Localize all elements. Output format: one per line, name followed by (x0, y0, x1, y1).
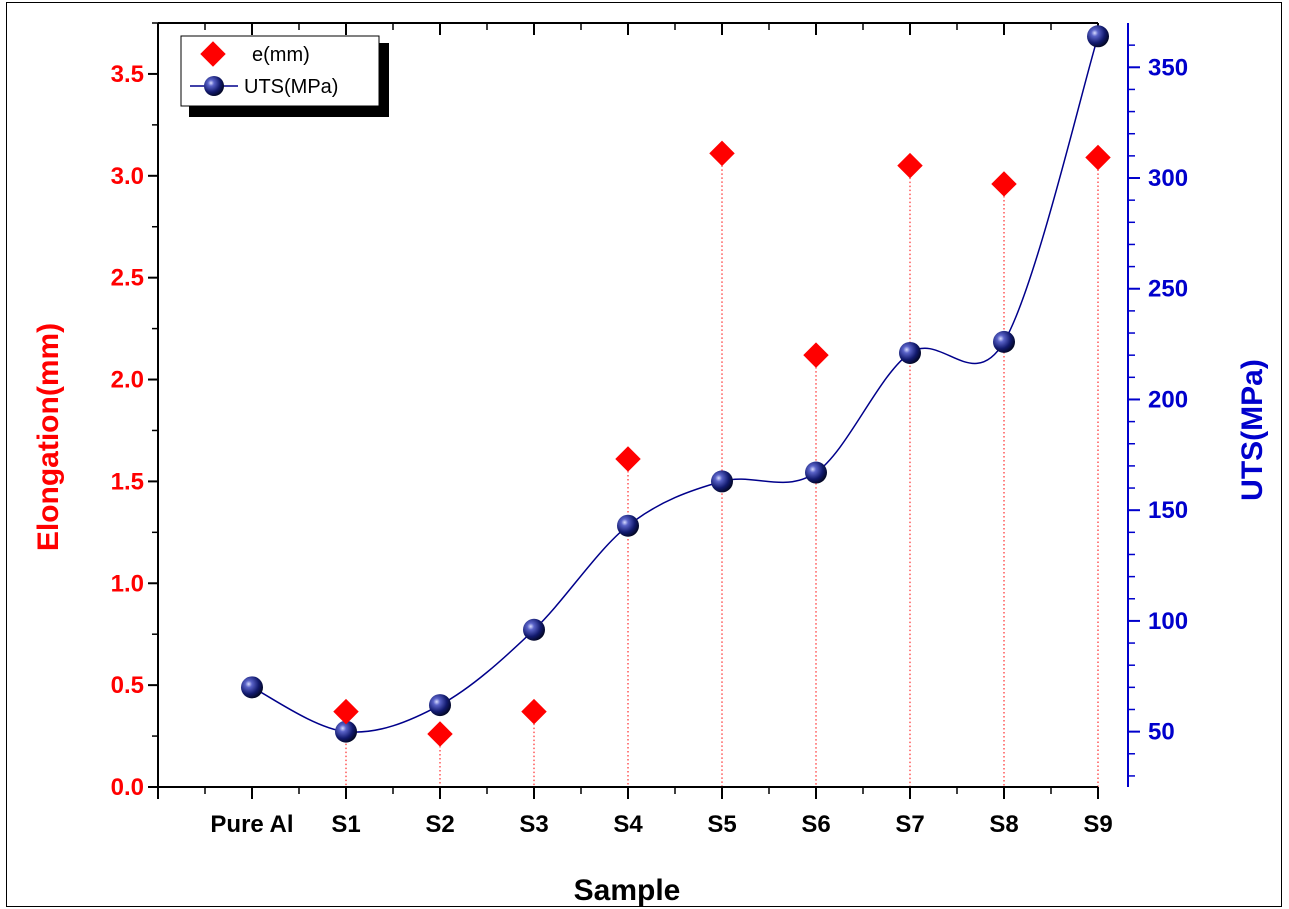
chart-frame (6, 2, 1282, 907)
y-left-tick-label: 2.0 (111, 367, 144, 394)
uts-point (429, 694, 451, 717)
x-tick-label: S5 (707, 811, 736, 838)
x-tick-label: S2 (425, 811, 454, 838)
uts-point (1087, 25, 1109, 48)
y-axis-left-title: Elongation(mm) (32, 323, 65, 551)
y-left-tick-label: 3.0 (111, 163, 144, 190)
x-tick-label: S4 (613, 811, 643, 838)
y-left-tick-label: 0.5 (111, 672, 144, 699)
legend-label-uts: UTS(MPa) (244, 76, 338, 98)
uts-point (335, 720, 357, 743)
uts-point (711, 470, 733, 493)
elongation-point (803, 342, 829, 368)
x-tick-label: S8 (989, 811, 1018, 838)
y-right-tick-label: 250 (1148, 276, 1188, 303)
legend: e(mm) UTS(MPa) (180, 35, 389, 117)
legend-marker-uts (204, 76, 224, 96)
y-left-tick-label: 3.5 (111, 61, 144, 88)
x-tick-label: S3 (519, 811, 548, 838)
uts-line-layer (251, 36, 1099, 733)
y-right-tick-label: 200 (1148, 386, 1188, 413)
uts-point (805, 461, 827, 484)
x-tick-label: S1 (331, 811, 360, 838)
uts-point (617, 514, 639, 537)
y-right-tick-label: 350 (1148, 54, 1188, 81)
uts-point (523, 618, 545, 641)
uts-point (899, 341, 921, 364)
legend-label-elongation: e(mm) (252, 44, 310, 66)
x-tick-label: Pure Al (210, 811, 293, 838)
x-tick-label: S7 (895, 811, 924, 838)
axes: 0.0 0.5 1.0 1.5 2.0 2.5 3.0 3.5 50 100 150 200 250 30… (111, 22, 1188, 838)
y-left-tick-label: 1.0 (111, 570, 144, 597)
y-left-tick-label: 2.5 (111, 265, 144, 292)
uts-curve (251, 36, 1099, 733)
uts-point (241, 676, 263, 699)
elongation-point (615, 446, 641, 472)
elongation-point (897, 152, 923, 179)
y-axis-right-title: UTS(MPa) (1236, 359, 1269, 501)
x-tick-label: S6 (801, 811, 830, 838)
x-axis-title: Sample (574, 874, 681, 907)
elongation-point (427, 721, 453, 747)
y-right-tick-label: 150 (1148, 497, 1188, 524)
elongation-point (709, 140, 735, 167)
y-right-tick-label: 300 (1148, 165, 1188, 192)
data-marks (241, 25, 1111, 747)
y-left-tick-label: 1.5 (111, 468, 144, 495)
elongation-point (521, 698, 547, 725)
elongation-point (1085, 144, 1111, 171)
elongation-point (333, 698, 359, 725)
elongation-point (991, 171, 1017, 197)
y-right-tick-label: 50 (1148, 719, 1175, 746)
uts-point (993, 330, 1015, 353)
y-right-tick-label: 100 (1148, 608, 1188, 635)
x-tick-label: S9 (1083, 811, 1112, 838)
y-left-tick-label: 0.0 (111, 774, 144, 801)
